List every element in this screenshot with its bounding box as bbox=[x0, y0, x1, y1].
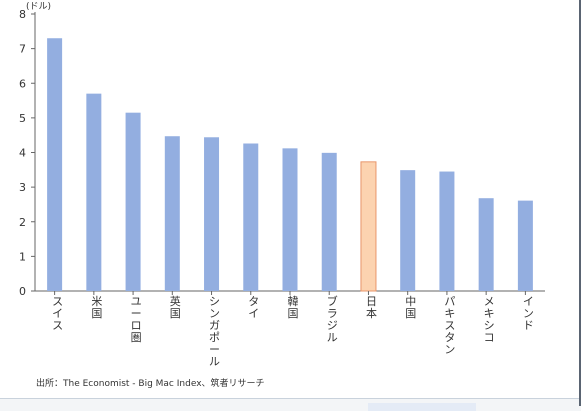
bottom-border bbox=[0, 398, 581, 399]
category-label: パキスタン bbox=[444, 295, 455, 356]
bar-3 bbox=[125, 112, 141, 292]
bar-5 bbox=[204, 137, 220, 291]
category-label: 韓国 bbox=[288, 295, 299, 320]
y-tick-label: 3 bbox=[19, 181, 26, 194]
bar-8 bbox=[321, 152, 337, 291]
bar-13 bbox=[517, 200, 533, 291]
category-label: 英国 bbox=[170, 294, 181, 320]
y-tick-label: 7 bbox=[19, 43, 26, 56]
category-label: スイス bbox=[52, 295, 63, 332]
bar-10 bbox=[400, 170, 416, 291]
category-label: シンガポール bbox=[209, 295, 220, 368]
category-label: インド bbox=[523, 295, 534, 332]
bottom-strip bbox=[0, 399, 581, 411]
bar-2 bbox=[86, 93, 102, 291]
bar-9 bbox=[360, 161, 377, 292]
y-tick-label: 4 bbox=[19, 147, 26, 160]
bar-1 bbox=[47, 38, 63, 291]
y-tick-label: 2 bbox=[19, 216, 26, 229]
bar-4 bbox=[164, 136, 180, 291]
y-tick-label: 8 bbox=[19, 8, 26, 21]
source-note: 出所：The Economist - Big Mac Index、筑者リサーチ bbox=[36, 379, 265, 389]
bar-7 bbox=[282, 148, 298, 291]
category-label: 米国 bbox=[91, 295, 102, 320]
right-border bbox=[579, 0, 581, 406]
bottom-strip-accent bbox=[368, 403, 476, 411]
category-label: 日本 bbox=[366, 295, 377, 320]
category-label: メキシコ bbox=[484, 295, 495, 344]
category-label: タイ bbox=[248, 295, 259, 320]
bar-11 bbox=[439, 171, 455, 291]
category-label: ブラジル bbox=[327, 294, 338, 344]
y-tick-label: 0 bbox=[19, 285, 26, 298]
y-axis-unit-label: (ドル) bbox=[26, 2, 51, 12]
y-tick-label: 1 bbox=[19, 250, 26, 263]
y-axis-ticks: 0 1 2 3 4 5 6 7 8 bbox=[19, 8, 35, 298]
y-tick-label: 5 bbox=[19, 112, 26, 125]
bar-12 bbox=[478, 198, 494, 291]
x-axis-labels: スイス 米国 ユーロ圏 英国 シンガポール タイ 韓国 ブラジル 日本 中国 パキスタン メキシコ イン… bbox=[52, 291, 534, 368]
bar-6 bbox=[243, 143, 259, 291]
category-label: ユーロ圏 bbox=[131, 295, 142, 344]
bars bbox=[47, 38, 533, 292]
category-label: 中国 bbox=[405, 295, 416, 320]
y-tick-label: 6 bbox=[19, 77, 26, 90]
